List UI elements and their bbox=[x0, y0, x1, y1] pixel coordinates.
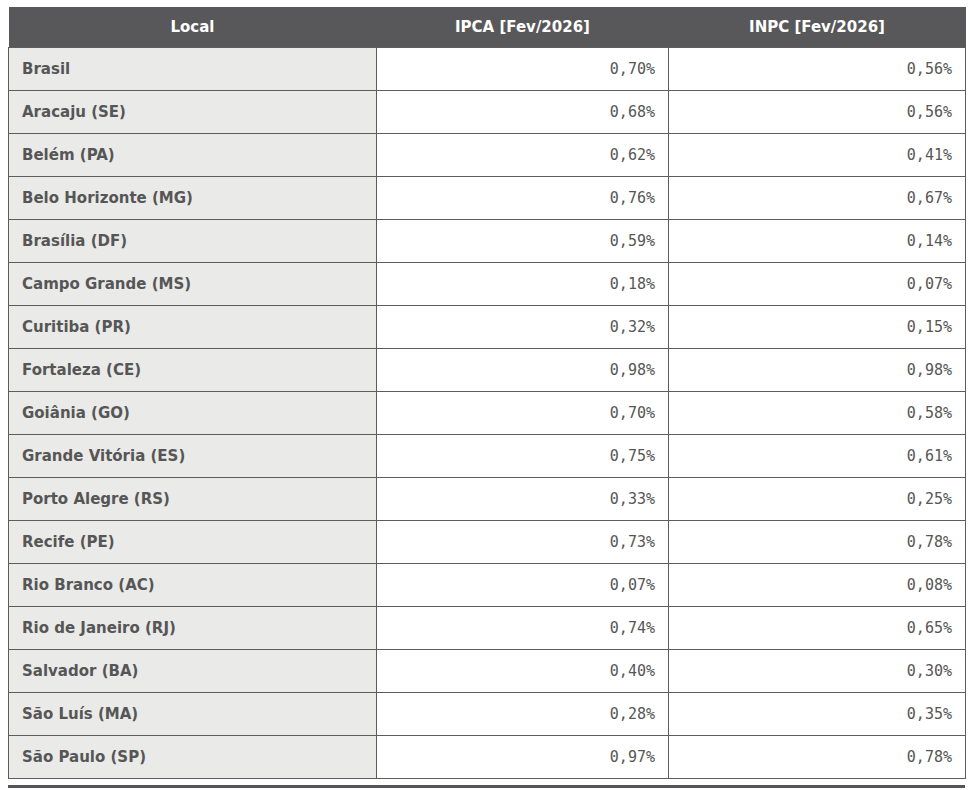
inpc-value-cell: 0,65% bbox=[669, 607, 966, 650]
table-row: Recife (PE)0,73%0,78% bbox=[9, 521, 966, 564]
inpc-value-cell: 0,30% bbox=[669, 650, 966, 693]
ipca-inpc-table: Local IPCA [Fev/2026] INPC [Fev/2026] Br… bbox=[8, 7, 966, 779]
local-cell: Porto Alegre (RS) bbox=[9, 478, 377, 521]
ipca-value-cell: 0,59% bbox=[377, 220, 669, 263]
table-row: Salvador (BA)0,40%0,30% bbox=[9, 650, 966, 693]
table-row: Grande Vitória (ES)0,75%0,61% bbox=[9, 435, 966, 478]
local-cell: Aracaju (SE) bbox=[9, 91, 377, 134]
table-row: São Luís (MA)0,28%0,35% bbox=[9, 693, 966, 736]
inflation-table-container: Local IPCA [Fev/2026] INPC [Fev/2026] Br… bbox=[8, 7, 965, 788]
local-cell: Brasília (DF) bbox=[9, 220, 377, 263]
inpc-value-cell: 0,56% bbox=[669, 91, 966, 134]
local-cell: Belo Horizonte (MG) bbox=[9, 177, 377, 220]
inpc-value-cell: 0,56% bbox=[669, 48, 966, 91]
ipca-value-cell: 0,70% bbox=[377, 48, 669, 91]
header-row: Local IPCA [Fev/2026] INPC [Fev/2026] bbox=[9, 7, 966, 48]
local-cell: Curitiba (PR) bbox=[9, 306, 377, 349]
ipca-value-cell: 0,07% bbox=[377, 564, 669, 607]
inpc-value-cell: 0,14% bbox=[669, 220, 966, 263]
local-cell: Brasil bbox=[9, 48, 377, 91]
local-cell: Goiânia (GO) bbox=[9, 392, 377, 435]
ipca-value-cell: 0,97% bbox=[377, 736, 669, 779]
inpc-value-cell: 0,78% bbox=[669, 736, 966, 779]
inpc-value-cell: 0,78% bbox=[669, 521, 966, 564]
table-row: Porto Alegre (RS)0,33%0,25% bbox=[9, 478, 966, 521]
inpc-value-cell: 0,35% bbox=[669, 693, 966, 736]
ipca-value-cell: 0,73% bbox=[377, 521, 669, 564]
table-row: Belo Horizonte (MG)0,76%0,67% bbox=[9, 177, 966, 220]
ipca-value-cell: 0,40% bbox=[377, 650, 669, 693]
table-row: Campo Grande (MS)0,18%0,07% bbox=[9, 263, 966, 306]
inpc-value-cell: 0,08% bbox=[669, 564, 966, 607]
inpc-value-cell: 0,25% bbox=[669, 478, 966, 521]
local-cell: Grande Vitória (ES) bbox=[9, 435, 377, 478]
inpc-value-cell: 0,41% bbox=[669, 134, 966, 177]
local-cell: Belém (PA) bbox=[9, 134, 377, 177]
inpc-value-cell: 0,67% bbox=[669, 177, 966, 220]
column-header-ipca: IPCA [Fev/2026] bbox=[377, 7, 669, 48]
ipca-value-cell: 0,32% bbox=[377, 306, 669, 349]
inpc-value-cell: 0,07% bbox=[669, 263, 966, 306]
table-row: Rio de Janeiro (RJ)0,74%0,65% bbox=[9, 607, 966, 650]
table-row: Brasil0,70%0,56% bbox=[9, 48, 966, 91]
table-row: Fortaleza (CE)0,98%0,98% bbox=[9, 349, 966, 392]
local-cell: Salvador (BA) bbox=[9, 650, 377, 693]
ipca-value-cell: 0,28% bbox=[377, 693, 669, 736]
table-row: Belém (PA)0,62%0,41% bbox=[9, 134, 966, 177]
ipca-value-cell: 0,18% bbox=[377, 263, 669, 306]
inpc-value-cell: 0,61% bbox=[669, 435, 966, 478]
local-cell: Rio Branco (AC) bbox=[9, 564, 377, 607]
ipca-value-cell: 0,74% bbox=[377, 607, 669, 650]
ipca-value-cell: 0,68% bbox=[377, 91, 669, 134]
ipca-value-cell: 0,98% bbox=[377, 349, 669, 392]
table-row: Curitiba (PR)0,32%0,15% bbox=[9, 306, 966, 349]
local-cell: Campo Grande (MS) bbox=[9, 263, 377, 306]
table-body: Brasil0,70%0,56%Aracaju (SE)0,68%0,56%Be… bbox=[9, 48, 966, 779]
inpc-value-cell: 0,15% bbox=[669, 306, 966, 349]
ipca-value-cell: 0,70% bbox=[377, 392, 669, 435]
page: { "chart_data": { "type": "table", "colu… bbox=[0, 0, 973, 790]
table-row: Rio Branco (AC)0,07%0,08% bbox=[9, 564, 966, 607]
local-cell: São Paulo (SP) bbox=[9, 736, 377, 779]
table-row: Aracaju (SE)0,68%0,56% bbox=[9, 91, 966, 134]
local-cell: Recife (PE) bbox=[9, 521, 377, 564]
local-cell: Fortaleza (CE) bbox=[9, 349, 377, 392]
table-row: Goiânia (GO)0,70%0,58% bbox=[9, 392, 966, 435]
table-row: Brasília (DF)0,59%0,14% bbox=[9, 220, 966, 263]
inpc-value-cell: 0,98% bbox=[669, 349, 966, 392]
ipca-value-cell: 0,62% bbox=[377, 134, 669, 177]
column-header-inpc: INPC [Fev/2026] bbox=[669, 7, 966, 48]
ipca-value-cell: 0,76% bbox=[377, 177, 669, 220]
table-header: Local IPCA [Fev/2026] INPC [Fev/2026] bbox=[9, 7, 966, 48]
ipca-value-cell: 0,33% bbox=[377, 478, 669, 521]
ipca-value-cell: 0,75% bbox=[377, 435, 669, 478]
table-row: São Paulo (SP)0,97%0,78% bbox=[9, 736, 966, 779]
local-cell: São Luís (MA) bbox=[9, 693, 377, 736]
local-cell: Rio de Janeiro (RJ) bbox=[9, 607, 377, 650]
column-header-local: Local bbox=[9, 7, 377, 48]
inpc-value-cell: 0,58% bbox=[669, 392, 966, 435]
